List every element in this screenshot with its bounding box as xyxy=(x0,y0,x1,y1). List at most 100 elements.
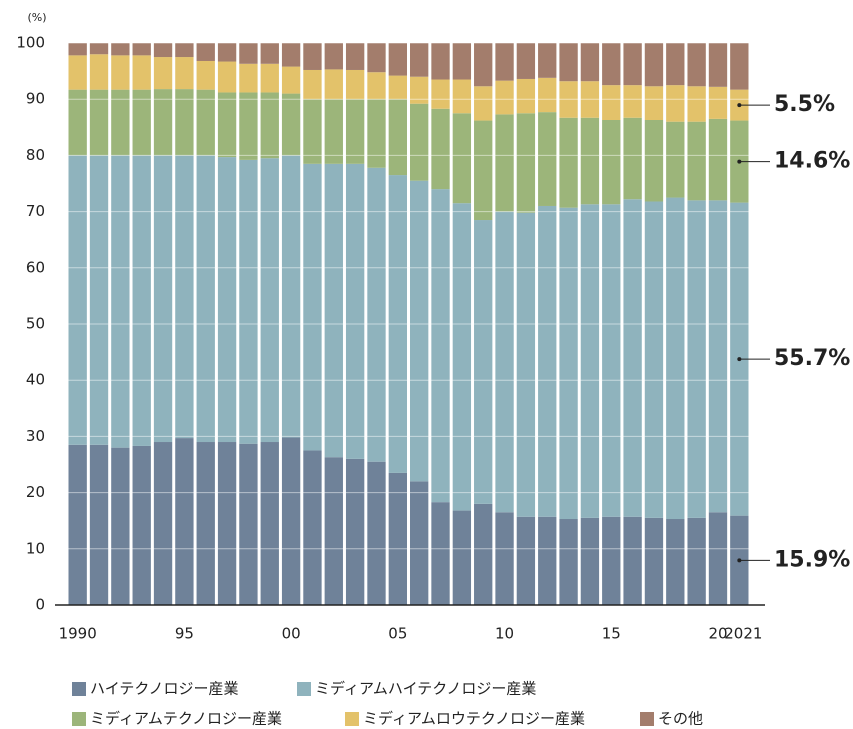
bar-segment xyxy=(474,86,493,121)
bar-segment xyxy=(410,481,429,605)
x-tick-label: 00 xyxy=(282,625,301,643)
y-tick-label: 80 xyxy=(26,146,45,164)
bar-segment xyxy=(68,43,87,56)
bar-segment xyxy=(89,89,109,156)
bar-segment xyxy=(516,78,536,114)
bar-segment xyxy=(516,516,536,605)
bar-segment xyxy=(474,503,493,605)
bar-segment xyxy=(111,55,130,90)
bar-segment xyxy=(687,200,706,518)
bar-segment xyxy=(345,99,365,164)
bar-segment xyxy=(431,502,450,605)
bar-segment xyxy=(644,201,664,518)
bar-segment xyxy=(153,43,173,58)
bar-segment xyxy=(303,43,322,70)
bar-segment xyxy=(410,43,429,77)
bar-segment xyxy=(666,43,685,86)
bar-segment xyxy=(495,80,514,115)
bar-segment xyxy=(303,163,322,451)
bar-segment xyxy=(132,445,151,605)
bar-segment xyxy=(538,43,557,78)
bar-segment xyxy=(708,118,728,201)
bar-segment xyxy=(623,516,642,605)
bar-segment xyxy=(111,43,130,56)
y-tick-label: 70 xyxy=(26,202,45,220)
legend-swatch xyxy=(72,682,86,696)
bar-segment xyxy=(175,155,194,439)
bar-segment xyxy=(153,155,173,443)
bar-segment xyxy=(324,99,343,164)
bar-segment xyxy=(388,43,407,76)
bar-segment xyxy=(559,519,578,605)
bar-segment xyxy=(303,99,322,164)
bar-segment xyxy=(644,43,664,87)
bar-segment xyxy=(602,43,621,86)
bar-segment xyxy=(388,75,407,100)
bar-segment xyxy=(623,199,642,517)
bar-segment xyxy=(196,89,215,156)
bar-segment xyxy=(367,167,386,462)
bar-segment xyxy=(452,510,472,605)
bar-segment xyxy=(559,207,578,520)
y-tick-label: 100 xyxy=(16,34,45,52)
bar-segment xyxy=(345,163,365,459)
bar-segment xyxy=(666,121,685,198)
bar-segment xyxy=(68,55,87,90)
bar-segment xyxy=(666,197,685,520)
bar-segment xyxy=(324,163,343,458)
bar-segment xyxy=(239,159,258,444)
bar-segment xyxy=(388,472,407,605)
bar-segment xyxy=(281,437,301,605)
bar-segment xyxy=(175,89,194,156)
bar-segment xyxy=(324,457,343,605)
bar-segment xyxy=(89,444,109,605)
bar-segment xyxy=(132,43,151,56)
bar-segment xyxy=(538,205,557,517)
bar-segment xyxy=(68,155,87,445)
y-tick-label: 90 xyxy=(26,90,45,108)
legend-label: ミディアムハイテクノロジー産業 xyxy=(315,680,536,698)
bar-segment xyxy=(217,61,237,93)
x-tick-label: 10 xyxy=(495,625,514,643)
bar-segment xyxy=(281,155,301,438)
bar-segment xyxy=(431,189,450,503)
bar-segment xyxy=(495,114,514,212)
x-tick-label: 15 xyxy=(602,625,621,643)
bar-segment xyxy=(260,43,279,64)
bar-segment xyxy=(687,86,706,122)
bar-segment xyxy=(217,442,237,605)
bar-segment xyxy=(708,512,728,605)
bar-segment xyxy=(239,43,258,64)
legend-swatch xyxy=(640,712,654,726)
y-tick-label: 40 xyxy=(26,371,45,389)
bar-segment xyxy=(538,516,557,605)
legend-label: ハイテクノロジー産業 xyxy=(90,680,239,698)
bar-segment xyxy=(452,113,472,204)
bar-segment xyxy=(217,43,237,62)
bar-segment xyxy=(580,43,600,82)
y-unit-label: (%) xyxy=(27,11,46,24)
bar-segment xyxy=(452,203,472,511)
bar-segment xyxy=(239,443,258,605)
bar-segment xyxy=(687,121,706,201)
bar-segment xyxy=(68,444,87,605)
bar-segment xyxy=(260,158,279,443)
bar-segment xyxy=(111,89,130,156)
bar-segment xyxy=(602,204,621,517)
bar-segment xyxy=(410,76,429,104)
y-tick-label: 60 xyxy=(26,258,45,276)
legend-swatch xyxy=(345,712,359,726)
bar-segment xyxy=(345,458,365,605)
legend-label: ミディアムロウテクノロジー産業 xyxy=(363,710,585,728)
bar-segment xyxy=(196,442,215,605)
bar-segment xyxy=(666,85,685,122)
bar-segment xyxy=(474,120,493,221)
y-tick-label: 50 xyxy=(26,315,45,333)
bar-segment xyxy=(239,92,258,160)
bar-segment xyxy=(132,155,151,446)
bar-segment xyxy=(474,43,493,87)
x-tick-label: 2021 xyxy=(724,625,762,643)
bar-segment xyxy=(431,43,450,80)
legend-swatch xyxy=(297,682,311,696)
